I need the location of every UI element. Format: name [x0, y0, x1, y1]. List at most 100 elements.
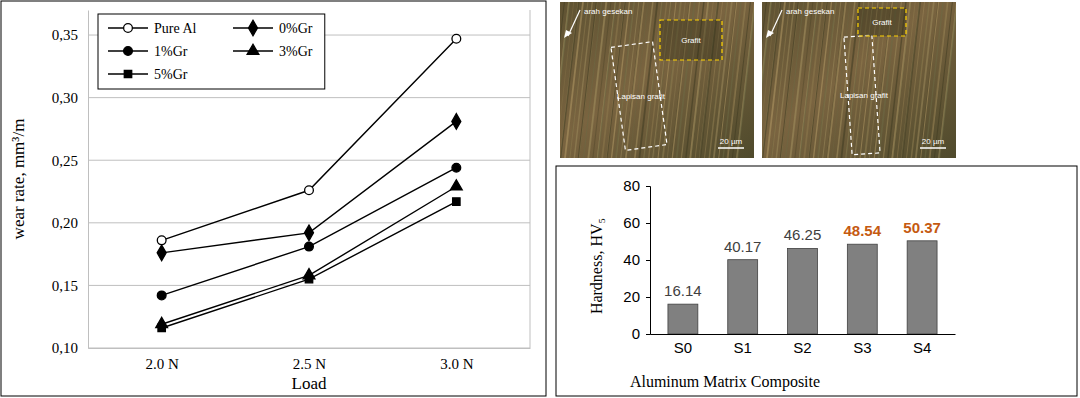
micrograph-ground [560, 2, 754, 158]
y-tick-label: 60 [623, 214, 640, 231]
x-tick: S4 [913, 334, 931, 356]
wear-streak [930, 2, 948, 158]
direction-label: arah gesekan [786, 7, 834, 16]
y-tick-mark [646, 334, 650, 335]
series-marker [305, 275, 312, 282]
direction-arrowhead [766, 30, 774, 38]
y-tick-label: 0,10 [52, 340, 78, 356]
wear-streak [837, 2, 855, 158]
x-axis-line [651, 334, 956, 335]
x-tick: S3 [853, 334, 871, 356]
y-tick-label: 0,35 [52, 27, 78, 43]
wear-streak [579, 2, 597, 158]
legend-marker [249, 20, 258, 36]
series-line [162, 121, 457, 252]
series-marker [305, 186, 314, 195]
x-tick: S2 [793, 334, 811, 356]
x-tick-label: S3 [853, 339, 871, 356]
grid-line [88, 222, 530, 223]
series-line [162, 202, 457, 328]
series-marker [452, 163, 461, 172]
series-marker [157, 236, 166, 245]
wear-streak [911, 2, 929, 158]
wear-streak [911, 2, 929, 158]
line-chart: 0,100,150,200,250,300,352.0 N2.5 N3.0 NL… [9, 10, 531, 393]
x-tick-label: 2.0 N [145, 356, 179, 372]
figure: 0,100,150,200,250,300,352.0 N2.5 N3.0 NL… [0, 0, 1080, 398]
x-axis-title: Aluminum Matrix Composite [630, 373, 820, 391]
y-tick-mark [646, 186, 650, 187]
wear-streak [939, 2, 956, 158]
legend-label: 5%Gr [154, 67, 188, 82]
wear-streak [804, 2, 822, 158]
x-tick-label: S4 [913, 339, 931, 356]
series-marker [452, 114, 461, 130]
x-axis-line [89, 348, 531, 349]
data-label: 48.54 [844, 222, 882, 239]
wear-streak [635, 2, 653, 158]
wear-streak [818, 2, 836, 158]
data-label: 46.25 [784, 226, 822, 243]
scale-bar [920, 147, 946, 149]
series-marker [305, 242, 314, 251]
wear-streak [767, 2, 785, 158]
bar-chart: 020406080S0S1S2S3S4Aluminum Matrix Compo… [588, 177, 956, 391]
direction-arrowhead [564, 30, 572, 38]
series-marker [452, 34, 461, 43]
x-axis-title: Load [292, 374, 327, 393]
series-line [162, 168, 457, 296]
panel-frame [556, 166, 1077, 396]
series-marker [157, 291, 166, 300]
wear-streak [818, 2, 836, 158]
y-axis-line [88, 11, 89, 349]
wear-streak [781, 2, 799, 158]
y-axis: 020406080 [623, 177, 650, 342]
x-tick: S0 [674, 334, 692, 356]
scale-label: 20 µm [720, 137, 743, 146]
legend-box [98, 14, 325, 89]
wear-streak [916, 2, 934, 158]
wear-streak [612, 2, 630, 158]
x-axis: 2.0 N 2.5 N 3.0 N [89, 348, 531, 372]
x-tick-label: S0 [674, 339, 692, 356]
wear-streak [828, 2, 846, 158]
micrograph-image [560, 2, 754, 158]
y-tick-label: 20 [623, 288, 640, 305]
y-tick-mark [646, 297, 650, 298]
x-tick: 3.0 N [440, 348, 474, 372]
graphite-box [858, 8, 906, 36]
bar [668, 304, 698, 334]
y-tick-label: 0 [632, 325, 640, 342]
grid-line [88, 285, 530, 286]
wear-streak [574, 2, 592, 158]
wear-streak [602, 2, 620, 158]
wear-streak [837, 2, 855, 158]
wear-streak [827, 2, 845, 158]
legend-marker [124, 24, 133, 33]
wear-streak [939, 2, 956, 158]
plot-area [668, 241, 937, 334]
wear-streak [728, 2, 746, 158]
series-marker [157, 245, 166, 261]
x-tick: 2.5 N [293, 348, 327, 372]
legend-marker [124, 47, 133, 56]
wear-streak [625, 2, 643, 158]
y-tick: 0,25 [52, 153, 88, 169]
x-tick-label: 2.5 N [293, 356, 327, 372]
wear-streak [635, 2, 653, 158]
plot-edge [530, 10, 531, 348]
data-label: 40.17 [724, 238, 762, 255]
wear-streak [930, 2, 948, 158]
wear-streak [790, 2, 808, 158]
wear-streak [823, 2, 841, 158]
wear-streak [795, 2, 813, 158]
micrograph: arah gesekanGrafitLapisan grafit20 µm [744, 2, 957, 158]
grid-line [88, 160, 530, 161]
y-tick: 0,10 [52, 340, 88, 356]
y-tick-label: 0,25 [52, 153, 78, 169]
bar [907, 241, 937, 334]
micrograph-ground [762, 2, 956, 158]
wear-streak [907, 2, 925, 158]
wear-streak [799, 2, 817, 158]
y-tick-label: 0,30 [52, 90, 78, 106]
